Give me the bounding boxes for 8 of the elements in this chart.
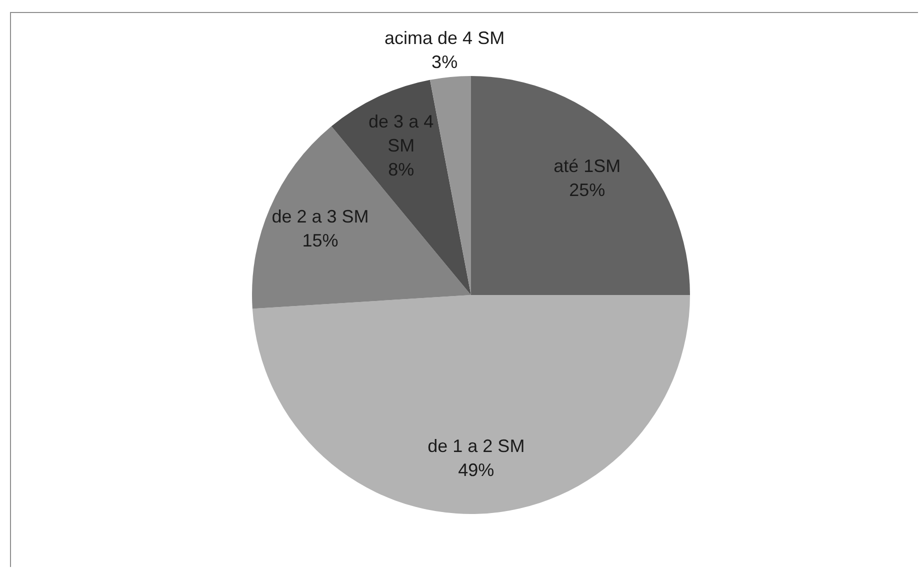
slice-label: de 2 a 3 SM [272,206,369,227]
data-label: 49% [458,460,494,480]
slice-label: acima de 4 SM [384,28,505,48]
data-label: 3% [432,52,458,72]
slice-label: de 1 a 2 SM [428,436,525,456]
slice-label: até 1SM [554,156,621,176]
data-label: 15% [302,230,338,251]
data-label: 25% [569,180,606,200]
